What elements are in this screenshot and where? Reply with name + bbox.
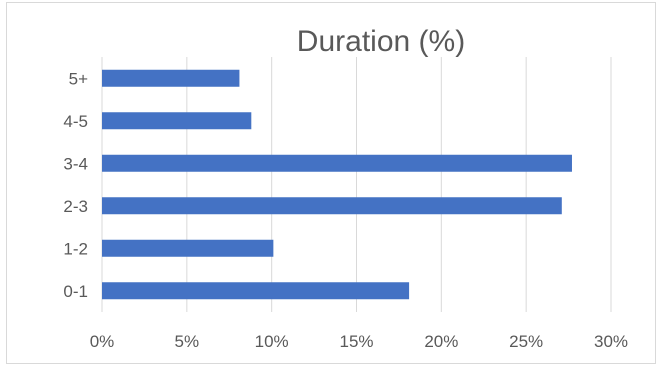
y-category-label: 5+ bbox=[69, 69, 88, 88]
bar-3-4 bbox=[102, 154, 572, 172]
x-tick-label: 0% bbox=[90, 332, 115, 351]
chart-frame bbox=[6, 2, 656, 364]
bar-1-2 bbox=[102, 239, 274, 257]
bars-layer bbox=[102, 69, 572, 300]
x-tick-label: 20% bbox=[424, 332, 458, 351]
x-tick-label: 5% bbox=[175, 332, 200, 351]
y-axis-labels: 0-1 1-2 2-3 3-4 4-5 5+ bbox=[63, 69, 88, 301]
bar-0-1 bbox=[102, 282, 410, 300]
y-category-label: 3-4 bbox=[63, 154, 88, 173]
x-tick-label: 30% bbox=[594, 332, 628, 351]
y-category-label: 1-2 bbox=[63, 239, 88, 258]
x-tick-label: 15% bbox=[339, 332, 373, 351]
chart-title: Duration (%) bbox=[297, 25, 465, 58]
x-tick-label: 25% bbox=[509, 332, 543, 351]
x-tick-label: 10% bbox=[255, 332, 289, 351]
bar-2-3 bbox=[102, 197, 562, 215]
y-category-label: 4-5 bbox=[63, 112, 88, 131]
y-category-label: 0-1 bbox=[63, 282, 88, 301]
y-category-label: 2-3 bbox=[63, 197, 88, 216]
bar-4-5 bbox=[102, 112, 252, 130]
grid-layer bbox=[101, 57, 612, 312]
bar-5+ bbox=[102, 69, 240, 87]
x-axis-labels: 0% 5% 10% 15% 20% 25% 30% bbox=[90, 332, 628, 351]
